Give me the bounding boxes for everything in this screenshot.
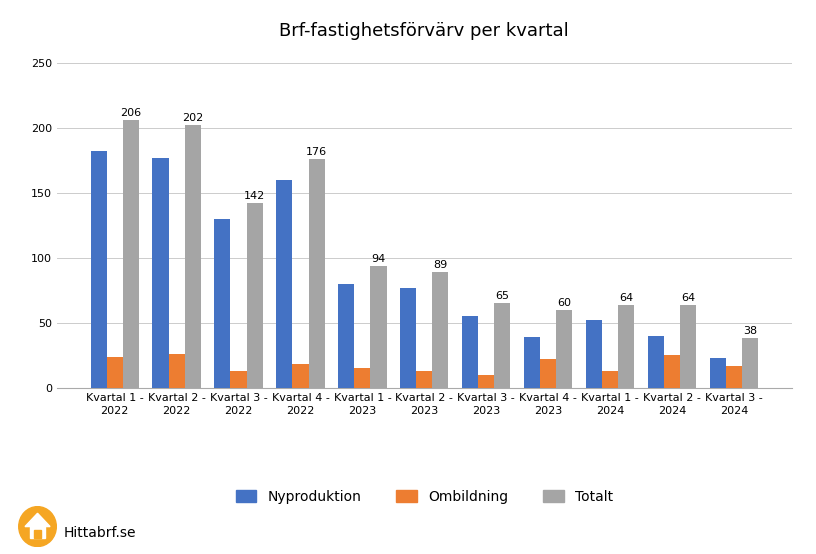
Bar: [339, 284, 354, 388]
Text: 176: 176: [306, 147, 327, 157]
Bar: [664, 355, 680, 388]
Text: 65: 65: [495, 291, 509, 301]
Text: 64: 64: [681, 293, 695, 302]
Bar: [726, 366, 742, 388]
Bar: [370, 265, 387, 388]
Bar: [122, 120, 139, 388]
Text: 64: 64: [619, 293, 633, 302]
Polygon shape: [34, 530, 41, 538]
Bar: [602, 371, 619, 388]
Text: 38: 38: [743, 326, 757, 336]
Text: 206: 206: [120, 108, 141, 118]
Bar: [524, 337, 540, 388]
Bar: [215, 219, 230, 388]
Text: 94: 94: [371, 254, 386, 264]
Text: 202: 202: [182, 114, 203, 124]
Bar: [494, 304, 510, 388]
Text: 142: 142: [244, 191, 265, 201]
Legend: Nyproduktion, Ombildning, Totalt: Nyproduktion, Ombildning, Totalt: [228, 483, 620, 510]
Bar: [292, 365, 308, 388]
Bar: [184, 125, 201, 388]
Bar: [586, 320, 602, 388]
Text: Hittabrf.se: Hittabrf.se: [64, 526, 136, 540]
Bar: [230, 371, 246, 388]
Bar: [91, 151, 107, 388]
Text: 89: 89: [433, 260, 447, 270]
Bar: [400, 288, 416, 388]
Bar: [107, 357, 122, 388]
Circle shape: [19, 506, 56, 546]
Polygon shape: [29, 526, 46, 538]
Bar: [648, 336, 664, 388]
Bar: [432, 272, 449, 388]
Bar: [478, 375, 494, 388]
Bar: [354, 368, 370, 388]
Bar: [169, 354, 184, 388]
Bar: [557, 310, 572, 388]
Bar: [308, 159, 325, 388]
Bar: [742, 338, 758, 388]
Bar: [246, 203, 263, 388]
Title: Brf-fastighetsförvärv per kvartal: Brf-fastighetsförvärv per kvartal: [279, 22, 570, 40]
Bar: [416, 371, 432, 388]
Text: 60: 60: [557, 298, 571, 308]
Bar: [153, 158, 169, 388]
Bar: [710, 358, 726, 388]
Bar: [619, 305, 634, 388]
Bar: [540, 359, 557, 388]
Bar: [277, 180, 292, 388]
Bar: [462, 316, 478, 388]
Polygon shape: [25, 513, 50, 526]
Bar: [680, 305, 696, 388]
